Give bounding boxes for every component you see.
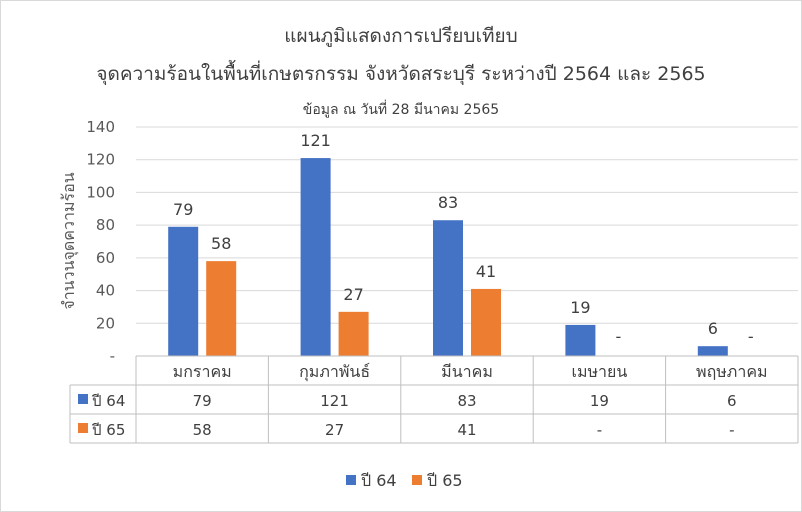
y-tick-label: 20 xyxy=(96,314,115,332)
bar xyxy=(338,311,369,356)
legend: ปี 64 ปี 65 xyxy=(346,471,463,490)
table-cell: 19 xyxy=(590,392,609,410)
bar xyxy=(471,288,501,356)
data-label: 121 xyxy=(300,131,331,150)
bar xyxy=(168,226,199,356)
legend-label: ปี 64 xyxy=(361,471,397,490)
table-cell: 58 xyxy=(193,421,212,439)
y-tick-label: 100 xyxy=(86,183,115,201)
chart-title-line2: จุดความร้อนในพื้นที่เกษตรกรรม จังหวัดสระ… xyxy=(96,60,705,86)
data-label: 19 xyxy=(570,298,590,317)
table-cell: 27 xyxy=(325,421,344,439)
y-tick-label: - xyxy=(110,347,115,365)
table-series-name: ปี 65 xyxy=(91,421,125,439)
table-cell: 79 xyxy=(193,392,212,410)
gridlines xyxy=(136,126,798,324)
table-cell: 41 xyxy=(457,421,476,439)
data-label: 27 xyxy=(343,285,363,304)
chart-title-line1: แผนภูมิแสดงการเปรียบเทียบ xyxy=(284,25,517,47)
bar xyxy=(300,158,331,356)
bars xyxy=(168,158,728,356)
bar xyxy=(565,324,596,356)
category-label: พฤษภาคม xyxy=(696,362,768,381)
table-legend-key xyxy=(78,423,88,433)
chart-subtitle: ข้อมูล ณ วันที่ 28 มีนาคม 2565 xyxy=(303,100,499,118)
table-cell: - xyxy=(729,421,734,439)
data-label: 6 xyxy=(708,319,718,338)
category-label: กุมภาพันธ์ xyxy=(299,362,370,382)
legend-label: ปี 65 xyxy=(427,471,463,490)
bar xyxy=(697,346,728,356)
table-cell: - xyxy=(597,421,602,439)
legend-key xyxy=(346,475,356,485)
y-tick-label: 120 xyxy=(86,151,115,169)
data-label: 79 xyxy=(173,200,193,219)
category-label: เมษายน xyxy=(571,362,627,381)
data-label: 41 xyxy=(476,262,496,281)
data-label: - xyxy=(748,327,754,346)
y-tick-label: 80 xyxy=(96,216,115,234)
table-cell: 83 xyxy=(457,392,476,410)
table-cell: 121 xyxy=(320,392,349,410)
data-label: 58 xyxy=(211,234,231,253)
category-label: มกราคม xyxy=(173,362,232,381)
y-tick-labels: - 20 40 60 80 100 120 140 xyxy=(86,118,115,365)
category-label: มีนาคม xyxy=(441,362,493,381)
bar xyxy=(433,220,463,356)
table-cell: 6 xyxy=(727,392,737,410)
y-tick-label: 60 xyxy=(96,249,115,267)
table-series-name: ปี 64 xyxy=(91,392,125,410)
y-tick-label: 40 xyxy=(96,282,115,300)
data-labels: 79 58 121 27 83 41 19 - 6 - xyxy=(173,131,754,346)
data-label: - xyxy=(616,327,622,346)
table-legend-key xyxy=(78,394,88,404)
y-axis-label: จำนวนจุดความร้อน xyxy=(59,172,79,309)
bar xyxy=(206,261,237,356)
legend-key xyxy=(412,475,422,485)
y-tick-label: 140 xyxy=(86,118,115,136)
data-label: 83 xyxy=(438,193,458,212)
